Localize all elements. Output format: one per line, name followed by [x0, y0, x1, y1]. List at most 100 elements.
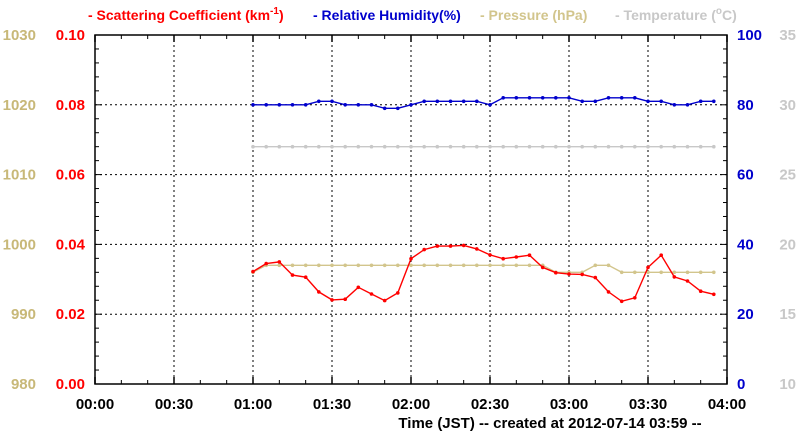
data-point [435, 144, 440, 149]
data-point [501, 96, 506, 100]
data-point [382, 298, 387, 303]
series-line [252, 264, 714, 273]
x-axis: 00:00 00:30 01:00 01:30 02:00 02:30 03:00 03:30… [76, 396, 746, 413]
data-point [409, 263, 413, 268]
data-point [277, 103, 282, 107]
x-tick-label: 02:00 [392, 396, 430, 413]
legend-entry: - Scattering Coefficient (km-1) [88, 6, 284, 23]
data-point [619, 270, 624, 275]
data-point [303, 275, 308, 280]
data-point [290, 273, 295, 277]
legend: - Scattering Coefficient (km-1) - Relativ… [88, 6, 737, 23]
data-point [317, 144, 321, 149]
data-point [698, 289, 703, 294]
data-point [303, 103, 308, 107]
data-point [396, 144, 400, 149]
x-tick-label: 04:00 [708, 396, 746, 413]
data-point [343, 263, 348, 268]
data-point [435, 99, 440, 104]
data-point [606, 290, 611, 294]
scattering-tick-label: 0.10 [56, 27, 85, 44]
data-point [501, 144, 506, 149]
data-point [461, 263, 466, 268]
temperature-tick-label: 35 [779, 27, 796, 44]
data-point [461, 243, 466, 248]
data-point [461, 144, 466, 149]
x-tick-label: 03:30 [629, 396, 667, 413]
data-point [672, 275, 677, 279]
y-axes: 98099010001010102010300.000.020.040.060.… [3, 27, 796, 393]
x-tick-label: 00:30 [155, 396, 193, 413]
legend-entry: - Temperature (oC) [615, 6, 737, 23]
data-point [251, 269, 255, 274]
data-point [475, 99, 479, 104]
data-point [317, 99, 321, 104]
data-point [514, 255, 519, 259]
temperature-tick-label: 10 [779, 376, 796, 393]
data-point [593, 275, 598, 280]
pressure-tick-label: 980 [11, 376, 36, 393]
data-point [475, 247, 479, 251]
data-point [606, 263, 611, 268]
data-point [264, 144, 269, 149]
data-point [712, 292, 716, 297]
humidity-tick-label: 0 [737, 376, 745, 393]
data-point [567, 96, 571, 100]
scattering-tick-label: 0.08 [56, 97, 85, 114]
data-point [488, 253, 492, 257]
data-point [527, 253, 532, 257]
x-axis-label: Time (JST) -- created at 2012-07-14 03:5… [398, 415, 701, 432]
data-point [580, 144, 584, 149]
data-point [290, 263, 295, 268]
data-point [685, 144, 690, 149]
x-tick-label: 03:00 [550, 396, 588, 413]
data-point [580, 272, 584, 277]
data-point [343, 103, 348, 107]
data-point [712, 270, 716, 275]
data-point [461, 99, 466, 104]
data-point [435, 244, 440, 248]
data-point [540, 96, 545, 100]
x-tick-label: 00:00 [76, 396, 114, 413]
data-point [396, 263, 400, 268]
data-point [527, 144, 532, 149]
data-point [277, 144, 282, 149]
data-point [527, 263, 532, 268]
data-point [448, 263, 453, 268]
humidity-tick-label: 100 [737, 27, 762, 44]
data-point [567, 272, 571, 276]
data-point [633, 270, 637, 275]
data-point [356, 285, 361, 290]
temperature-tick-label: 25 [779, 167, 796, 184]
data-point [606, 96, 611, 100]
temperature-tick-label: 20 [779, 236, 796, 253]
pressure-tick-label: 1000 [3, 236, 36, 253]
data-point [488, 144, 492, 149]
data-point [251, 103, 255, 107]
data-point [698, 270, 703, 275]
data-point [343, 297, 348, 302]
data-point [606, 144, 611, 149]
axis-ticks [94, 35, 728, 385]
data-point [593, 144, 598, 149]
data-point [659, 144, 663, 149]
data-point [448, 144, 453, 149]
x-tick-label: 01:30 [313, 396, 351, 413]
legend-entry: - Pressure (hPa) [480, 7, 587, 23]
data-point [672, 270, 677, 275]
data-point [488, 103, 492, 107]
data-point [698, 99, 703, 104]
pressure-tick-label: 1020 [3, 97, 36, 114]
data-point [264, 103, 269, 107]
data-point [659, 99, 663, 104]
data-point [422, 247, 427, 252]
data-point [672, 103, 677, 107]
pressure-tick-label: 1030 [3, 27, 36, 44]
data-point [422, 144, 427, 149]
data-point [251, 144, 255, 149]
data-point [448, 99, 453, 104]
data-point [330, 298, 334, 302]
data-point [290, 144, 295, 149]
data-point [593, 99, 598, 104]
